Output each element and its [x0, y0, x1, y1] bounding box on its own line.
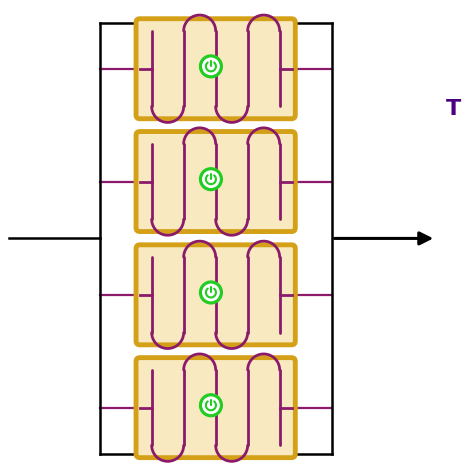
- FancyBboxPatch shape: [136, 132, 295, 232]
- Circle shape: [200, 168, 222, 191]
- Circle shape: [203, 171, 219, 187]
- Circle shape: [200, 394, 222, 417]
- Circle shape: [200, 55, 222, 78]
- FancyBboxPatch shape: [136, 245, 295, 345]
- FancyBboxPatch shape: [136, 19, 295, 119]
- Circle shape: [203, 58, 219, 74]
- FancyBboxPatch shape: [136, 357, 295, 458]
- Circle shape: [200, 281, 222, 304]
- Text: T: T: [446, 99, 461, 119]
- Circle shape: [203, 397, 219, 413]
- Circle shape: [203, 284, 219, 301]
